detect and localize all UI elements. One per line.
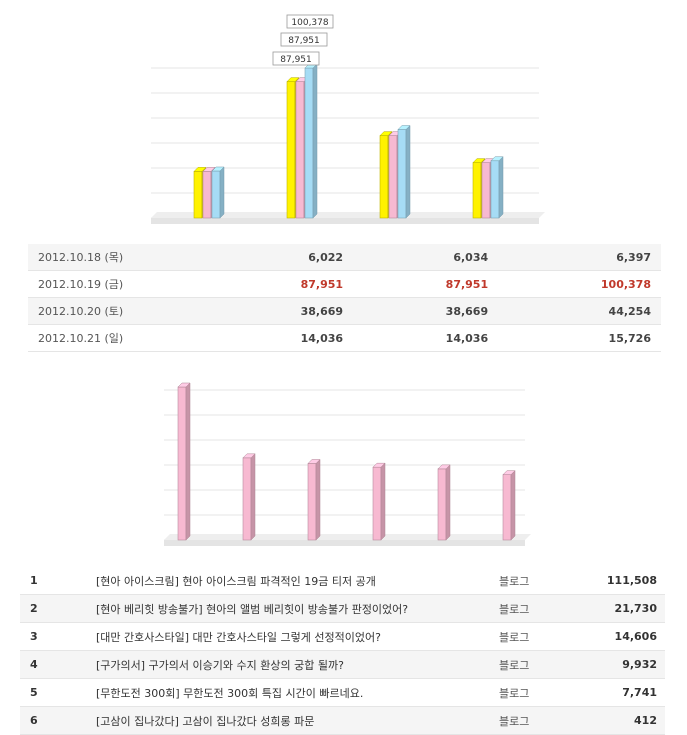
bar-1 bbox=[242, 453, 256, 541]
bar-3-2 bbox=[490, 156, 504, 219]
value-c: 100,378 bbox=[498, 270, 661, 298]
bar-0-2 bbox=[211, 166, 225, 219]
row-date: 2012.10.21 (일) bbox=[28, 324, 208, 352]
value-a: 38,669 bbox=[208, 297, 354, 325]
row-date: 2012.10.19 (금) bbox=[28, 270, 208, 298]
table-row: 2 [현아 베리힛 방송불가] 현아의 앨범 베리힛이 방송불가 판정이었어? … bbox=[20, 594, 665, 623]
value-b: 14,036 bbox=[353, 324, 499, 352]
post-title-link[interactable]: [현아 아이스크림] 현아 아이스크림 파격적인 19금 티저 공개 bbox=[92, 567, 495, 595]
bar-3 bbox=[372, 462, 386, 541]
post-title-link[interactable]: [무한도전 300회] 무한도전 300회 특집 시간이 빠르네요. bbox=[92, 678, 495, 707]
post-title-link[interactable]: [대만 간호사스타일] 대만 간호사스타일 그렇게 선정적이었어? bbox=[92, 622, 495, 651]
rank-number: 2 bbox=[20, 594, 92, 623]
rank-number: 3 bbox=[20, 622, 92, 651]
value-a: 87,951 bbox=[208, 270, 354, 298]
value-b: 87,951 bbox=[353, 270, 499, 298]
value-b: 38,669 bbox=[353, 297, 499, 325]
source-label: 블로그 bbox=[495, 678, 573, 707]
daily-stats-table: 2012.10.18 (목) 6,022 6,034 6,397 2012.10… bbox=[28, 244, 661, 352]
bar-5 bbox=[502, 470, 516, 541]
rank-number: 5 bbox=[20, 678, 92, 707]
data-label: 87,951 bbox=[280, 32, 328, 47]
data-label: 100,378 bbox=[286, 14, 334, 29]
table-row: 2012.10.19 (금) 87,951 87,951 100,378 bbox=[28, 270, 661, 298]
svg-text:100,378: 100,378 bbox=[291, 18, 328, 28]
post-title-link[interactable]: [고삼이 집나갔다] 고삼이 집나갔다 성희롱 파문 bbox=[92, 706, 495, 735]
rank-number: 6 bbox=[20, 706, 92, 735]
table-row: 2012.10.18 (목) 6,022 6,034 6,397 bbox=[28, 244, 661, 271]
bar-2-2 bbox=[397, 124, 411, 219]
source-label: 블로그 bbox=[495, 650, 573, 679]
source-label: 블로그 bbox=[495, 706, 573, 735]
table-row: 3 [대만 간호사스타일] 대만 간호사스타일 그렇게 선정적이었어? 블로그 … bbox=[20, 622, 665, 651]
value-a: 14,036 bbox=[208, 324, 354, 352]
table-row: 1 [현아 아이스크림] 현아 아이스크림 파격적인 19금 티저 공개 블로그… bbox=[20, 567, 665, 595]
rank-number: 4 bbox=[20, 650, 92, 679]
source-label: 블로그 bbox=[495, 622, 573, 651]
view-count: 14,606 bbox=[573, 622, 665, 651]
rank-number: 1 bbox=[20, 567, 92, 595]
row-date: 2012.10.18 (목) bbox=[28, 244, 208, 271]
bar-1-2 bbox=[304, 63, 318, 219]
value-c: 44,254 bbox=[498, 297, 661, 325]
view-count: 21,730 bbox=[573, 594, 665, 623]
table-row: 2012.10.20 (토) 38,669 38,669 44,254 bbox=[28, 297, 661, 325]
value-a: 6,022 bbox=[208, 244, 354, 271]
table-row: 4 [구가의서] 구가의서 이승기와 수지 환상의 궁합 될까? 블로그 9,9… bbox=[20, 650, 665, 679]
bar-0 bbox=[177, 382, 191, 541]
svg-text:87,951: 87,951 bbox=[280, 55, 312, 65]
post-title-link[interactable]: [현아 베리힛 방송불가] 현아의 앨범 베리힛이 방송불가 판정이었어? bbox=[92, 594, 495, 623]
data-label: 87,951 bbox=[272, 51, 320, 66]
svg-text:87,951: 87,951 bbox=[288, 36, 320, 46]
daily-bar-chart: 87,951 87,951 100,378 bbox=[151, 14, 545, 224]
ranking-table: 1 [현아 아이스크림] 현아 아이스크림 파격적인 19금 티저 공개 블로그… bbox=[20, 567, 665, 735]
source-label: 블로그 bbox=[495, 594, 573, 623]
source-label: 블로그 bbox=[495, 567, 573, 595]
view-count: 9,932 bbox=[573, 650, 665, 679]
table-row: 5 [무한도전 300회] 무한도전 300회 특집 시간이 빠르네요. 블로그… bbox=[20, 678, 665, 707]
view-count: 412 bbox=[573, 706, 665, 735]
value-c: 6,397 bbox=[498, 244, 661, 271]
ranking-bar-chart bbox=[164, 382, 531, 546]
value-b: 6,034 bbox=[353, 244, 499, 271]
value-c: 15,726 bbox=[498, 324, 661, 352]
post-title-link[interactable]: [구가의서] 구가의서 이승기와 수지 환상의 궁합 될까? bbox=[92, 650, 495, 679]
view-count: 7,741 bbox=[573, 678, 665, 707]
row-date: 2012.10.20 (토) bbox=[28, 297, 208, 325]
table-row: 2012.10.21 (일) 14,036 14,036 15,726 bbox=[28, 324, 661, 352]
view-count: 111,508 bbox=[573, 567, 665, 595]
bar-2 bbox=[307, 458, 321, 541]
bar-4 bbox=[437, 464, 451, 541]
table-row: 6 [고삼이 집나갔다] 고삼이 집나갔다 성희롱 파문 블로그 412 bbox=[20, 706, 665, 735]
